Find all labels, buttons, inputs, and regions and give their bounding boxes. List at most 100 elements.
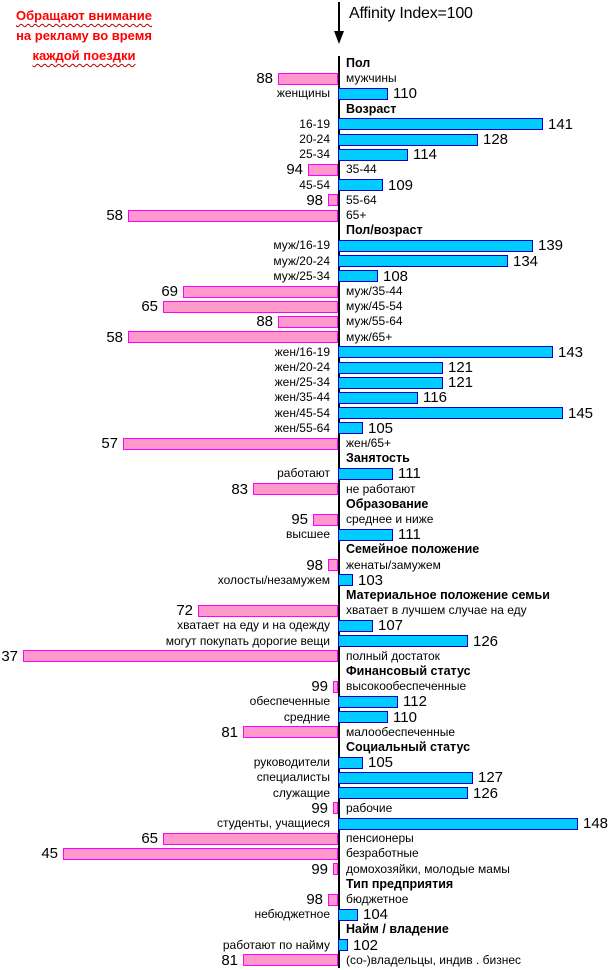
bar-below-100 xyxy=(328,893,338,906)
bar-row: женщины 110 xyxy=(0,86,614,101)
bar-row: средние 110 xyxy=(0,708,614,726)
bar-above-100 xyxy=(338,346,553,359)
category-label: хватает на еду и на одежду xyxy=(177,618,330,633)
bar-row: небюджетное 104 xyxy=(0,907,614,922)
value-label: 107 xyxy=(378,617,404,635)
category-label: служащие xyxy=(272,785,330,800)
section-header: Возраст xyxy=(346,101,397,116)
value-label: 102 xyxy=(353,936,379,954)
value-label: 110 xyxy=(393,708,417,726)
category-label: 20-24 xyxy=(299,132,330,146)
bar-above-100 xyxy=(338,422,363,435)
value-label: 108 xyxy=(383,267,409,285)
value-label: 111 xyxy=(398,465,421,483)
chart-title-line: каждой поездки xyxy=(32,48,136,63)
bar-above-100 xyxy=(338,270,378,283)
bar-row: служащие 126 xyxy=(0,784,614,802)
value-label: 110 xyxy=(393,85,417,103)
category-label: жен/25-34 xyxy=(274,375,330,390)
bar-above-100 xyxy=(338,756,363,769)
category-label: женщины xyxy=(276,86,330,101)
category-label: малообеспеченные xyxy=(346,724,456,739)
value-label: 112 xyxy=(403,693,427,711)
bar-row: высшее 111 xyxy=(0,527,614,542)
chart-title-line: на рекламу во время xyxy=(16,28,152,43)
bar-row: жен/45-54 145 xyxy=(0,405,614,420)
bar-row: полный достаток 37 xyxy=(0,649,614,664)
value-label: 143 xyxy=(558,343,584,361)
value-label: 69 xyxy=(161,283,178,300)
value-label: 99 xyxy=(311,799,328,817)
category-label: могут покупать дорогие вещи xyxy=(165,633,330,648)
bar-row: среднее и ниже 95 xyxy=(0,512,614,527)
category-label: руководители xyxy=(253,755,330,770)
bar-row: муж/35-44 69 xyxy=(0,284,614,299)
category-label: (со-)владельцы, индив . бизнес xyxy=(346,952,522,967)
value-label: 127 xyxy=(478,769,504,787)
category-label: небюджетное xyxy=(254,907,330,922)
bar-above-100 xyxy=(338,148,408,161)
bar-row: 35-44 94 xyxy=(0,162,614,177)
bar-below-100 xyxy=(333,802,338,815)
category-label: мужчины xyxy=(346,71,397,86)
bar-row: жен/65+ 57 xyxy=(0,436,614,451)
bar-row: руководители 105 xyxy=(0,755,614,770)
section-row: Возраст xyxy=(0,102,614,117)
category-label: 35-44 xyxy=(346,162,377,177)
bar-row: жен/55-64 105 xyxy=(0,421,614,436)
category-label: рабочие xyxy=(346,800,393,815)
bar-row: женаты/замужем 98 xyxy=(0,556,614,574)
category-label: муж/65+ xyxy=(346,329,393,344)
category-label: 55-64 xyxy=(346,192,377,207)
value-label: 88 xyxy=(256,70,273,88)
bar-below-100 xyxy=(183,285,338,298)
value-label: 98 xyxy=(306,556,323,574)
bar-row: специалисты 127 xyxy=(0,770,614,785)
section-header: Материальное положение семьи xyxy=(346,588,550,602)
value-label: 45 xyxy=(41,845,58,863)
category-label: муж/55-64 xyxy=(346,314,403,329)
value-label: 126 xyxy=(473,784,499,802)
bar-above-100 xyxy=(338,939,348,952)
value-label: 111 xyxy=(398,526,421,544)
section-row: Семейное положение xyxy=(0,542,614,557)
bar-above-100 xyxy=(338,787,468,800)
bar-row: мужчины 88 xyxy=(0,71,614,86)
value-label: 65 xyxy=(141,298,158,316)
bar-below-100 xyxy=(333,863,338,876)
bar-row: жен/25-34 121 xyxy=(0,375,614,390)
bar-below-100 xyxy=(313,513,338,526)
bar-above-100 xyxy=(338,133,478,146)
bar-above-100 xyxy=(338,695,398,708)
value-label: 57 xyxy=(101,435,118,452)
category-label: жен/45-54 xyxy=(274,405,330,420)
value-label: 37 xyxy=(1,647,18,665)
bar-below-100 xyxy=(128,209,338,222)
category-label: высокообеспеченные xyxy=(346,679,467,694)
section-header: Тип предприятия xyxy=(346,876,454,891)
value-label: 88 xyxy=(256,313,273,331)
value-label: 134 xyxy=(513,252,539,270)
category-label: студенты, учащиеся xyxy=(217,816,330,830)
category-label: специалисты xyxy=(256,770,330,785)
category-label: муж/20-24 xyxy=(273,253,330,268)
category-label: 65+ xyxy=(346,208,367,222)
bar-above-100 xyxy=(338,635,468,648)
value-label: 95 xyxy=(291,511,308,528)
bar-above-100 xyxy=(338,711,388,724)
category-label: жен/35-44 xyxy=(274,390,330,405)
bar-below-100 xyxy=(253,483,338,496)
value-label: 58 xyxy=(106,207,123,224)
section-row: Пол xyxy=(0,56,614,71)
section-row: Образование xyxy=(0,497,614,512)
bar-row: жен/35-44 116 xyxy=(0,390,614,405)
section-header: Финансовый статус xyxy=(346,664,471,678)
bar-below-100 xyxy=(198,604,338,617)
bar-above-100 xyxy=(338,179,383,192)
bar-above-100 xyxy=(338,771,473,784)
bar-above-100 xyxy=(338,407,563,420)
category-label: 16-19 xyxy=(299,116,330,131)
bar-row: жен/16-19 143 xyxy=(0,345,614,360)
bar-row: хватает в лучшем случае на еду 72 xyxy=(0,603,614,618)
bar-row: студенты, учащиеся 148 xyxy=(0,816,614,831)
